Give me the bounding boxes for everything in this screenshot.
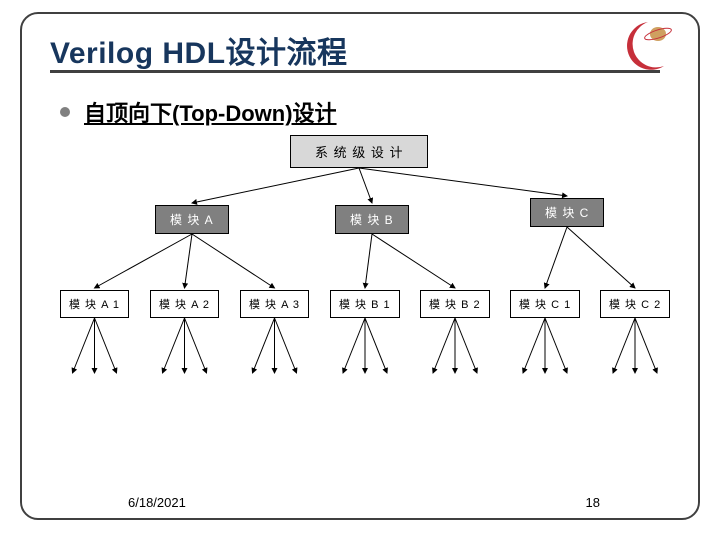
node-a2: 模 块 A 2 bbox=[150, 290, 219, 318]
bullet-row: 自顶向下(Top-Down)设计 bbox=[60, 96, 337, 128]
tree-diagram: 系 统 级 设 计模 块 A 模 块 B 模 块 C 模 块 A 1 模 块 A 2 模 … bbox=[40, 130, 680, 460]
node-c1: 模 块 C 1 bbox=[510, 290, 580, 318]
node-a3: 模 块 A 3 bbox=[240, 290, 309, 318]
node-b1: 模 块 B 1 bbox=[330, 290, 400, 318]
node-c2: 模 块 C 2 bbox=[600, 290, 670, 318]
slide-title: Verilog HDL设计流程 bbox=[50, 28, 348, 72]
title-underline bbox=[50, 70, 660, 73]
bullet-text: 自顶向下(Top-Down)设计 bbox=[84, 96, 337, 128]
node-b: 模 块 B bbox=[335, 205, 409, 234]
node-b2: 模 块 B 2 bbox=[420, 290, 490, 318]
node-a: 模 块 A bbox=[155, 205, 229, 234]
footer-date: 6/18/2021 bbox=[128, 495, 186, 510]
node-a1: 模 块 A 1 bbox=[60, 290, 129, 318]
node-root: 系 统 级 设 计 bbox=[290, 135, 428, 168]
bullet-icon bbox=[60, 107, 70, 117]
node-c: 模 块 C bbox=[530, 198, 604, 227]
footer-page: 18 bbox=[586, 495, 600, 510]
logo-icon bbox=[614, 18, 678, 74]
